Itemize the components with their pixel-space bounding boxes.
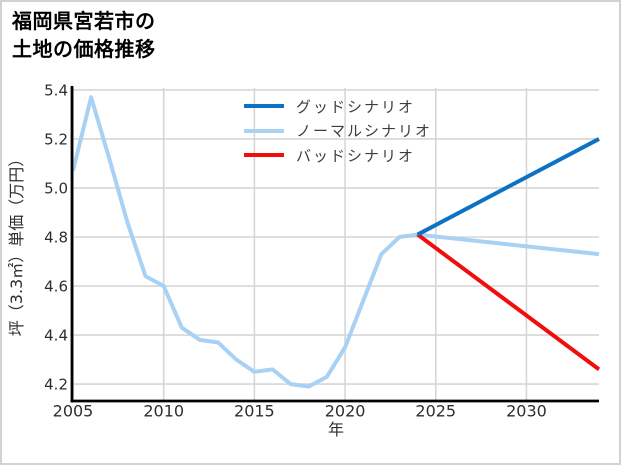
y-tick-label: 4.6 <box>44 278 68 296</box>
x-tick-label: 2020 <box>325 402 366 421</box>
series-line-bad-scenario <box>416 232 601 371</box>
legend-item-good-scenario: グッドシナリオ <box>244 94 432 119</box>
y-tick-label: 4.8 <box>44 229 68 247</box>
legend-line-bad-scenario <box>244 153 284 158</box>
legend-item-bad-scenario: バッドシナリオ <box>244 143 432 168</box>
x-tick-label: 2010 <box>143 402 184 421</box>
series-line-good-scenario <box>416 137 600 237</box>
y-tick-label: 5.0 <box>44 179 68 197</box>
x-tick-label: 2025 <box>415 402 456 421</box>
chart-title-line2: 土地の価格推移 <box>12 37 156 61</box>
legend: グッドシナリオ ノーマルシナリオ バッドシナリオ <box>244 94 432 168</box>
y-axis-label: 坪（3.3㎡）単価（万円） <box>7 151 26 336</box>
chart-title: 福岡県宮若市の 土地の価格推移 <box>12 7 156 63</box>
legend-line-normal-scenario <box>244 128 284 133</box>
y-tick-label: 4.4 <box>44 327 68 345</box>
legend-line-good-scenario <box>244 104 284 109</box>
x-tick-label: 2030 <box>506 402 547 421</box>
legend-item-normal-scenario: ノーマルシナリオ <box>244 119 432 144</box>
legend-label-good-scenario: グッドシナリオ <box>296 97 416 116</box>
x-tick-label: 2005 <box>53 402 94 421</box>
legend-label-normal-scenario: ノーマルシナリオ <box>296 122 433 141</box>
legend-label-bad-scenario: バッドシナリオ <box>296 146 416 165</box>
x-tick-label: 2015 <box>234 402 275 421</box>
series-line-normal-scenario <box>71 95 600 389</box>
y-tick-label: 5.4 <box>44 81 68 99</box>
chart-title-line1: 福岡県宮若市の <box>12 9 156 33</box>
y-tick-label: 5.2 <box>44 130 68 148</box>
y-tick-label: 4.2 <box>44 376 68 394</box>
x-axis-label: 年 <box>328 420 344 439</box>
